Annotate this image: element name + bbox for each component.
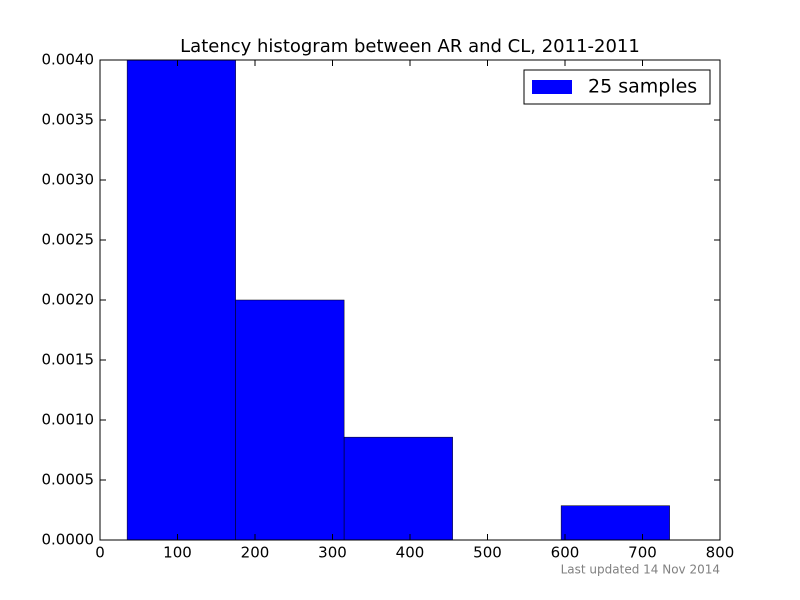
y-tick-label: 0.0030	[42, 171, 95, 189]
y-tick-label: 0.0020	[42, 291, 95, 309]
y-tick-label: 0.0040	[42, 51, 95, 69]
y-tick-label: 0.0035	[42, 111, 95, 129]
x-tick-label: 0	[95, 544, 105, 562]
y-tick-label: 0.0005	[42, 471, 95, 489]
x-tick-label: 300	[318, 544, 347, 562]
y-tick-label: 0.0010	[42, 411, 95, 429]
x-tick-label: 500	[473, 544, 502, 562]
x-tick-label: 600	[551, 544, 580, 562]
y-tick-label: 0.0025	[42, 231, 95, 249]
bar	[126, 59, 236, 541]
legend-label: 25 samples	[588, 76, 697, 98]
bar	[235, 299, 345, 541]
x-tick-label: 200	[241, 544, 270, 562]
chart-title: Latency histogram between AR and CL, 201…	[180, 36, 640, 57]
y-tick-label: 0.0015	[42, 351, 95, 369]
footnote: Last updated 14 Nov 2014	[561, 563, 720, 577]
bar	[560, 505, 670, 541]
bar	[343, 436, 453, 541]
x-tick-label: 700	[628, 544, 657, 562]
x-tick-label: 100	[163, 544, 192, 562]
plot-frame	[99, 59, 721, 541]
y-tick-label: 0.0000	[42, 531, 95, 549]
legend-swatch	[532, 80, 572, 94]
x-tick-label: 800	[706, 544, 735, 562]
x-tick-label: 400	[396, 544, 425, 562]
